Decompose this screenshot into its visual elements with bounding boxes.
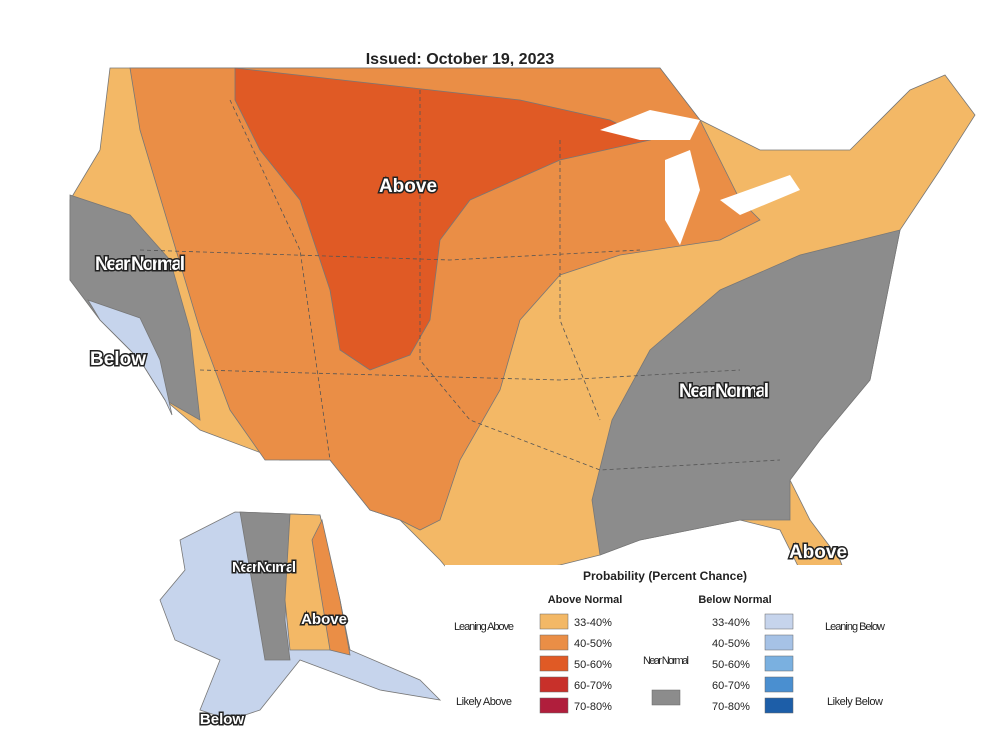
region-west-below — [87, 299, 173, 416]
legend-group: Likely Above — [456, 696, 512, 708]
map-label: Near Normal — [679, 381, 769, 402]
lake-michigan — [665, 150, 700, 245]
legend-range: 50-60% — [574, 659, 612, 671]
legend-range: 40-50% — [712, 638, 750, 650]
legend-range: 33-40% — [712, 617, 750, 629]
legend-group: Likely Below — [827, 696, 883, 708]
legend-swatch — [539, 634, 569, 651]
map-label: Near Normal — [95, 254, 185, 275]
legend-swatch — [539, 697, 569, 714]
state-line — [419, 90, 781, 471]
legend-range: 40-50% — [574, 638, 612, 650]
legend-range: 33-40% — [574, 617, 612, 629]
region-east-near-normal — [591, 229, 901, 556]
legend: Probability (Percent Chance) Above Norma… — [445, 565, 885, 725]
region-west-near-normal — [69, 194, 201, 421]
alaska — [159, 511, 442, 721]
issued-date: Issued: October 19, 2023 — [366, 51, 555, 68]
legend-swatch — [764, 634, 794, 651]
legend-group: Leaning Below — [825, 621, 885, 633]
legend-near-label: Near Normal — [643, 655, 689, 667]
legend-swatch — [764, 697, 794, 714]
alaska-above-40-50 — [311, 518, 351, 656]
legend-swatch — [539, 613, 569, 630]
great-lakes — [600, 110, 700, 140]
state-line — [139, 249, 641, 261]
legend-heading: Above Normal — [548, 594, 623, 606]
map-label: Near Normal — [232, 559, 296, 576]
state-line — [559, 140, 601, 421]
legend-swatch — [539, 676, 569, 693]
legend-range: 50-60% — [712, 659, 750, 671]
lake-erie — [720, 175, 800, 215]
map-label: Above — [379, 176, 437, 197]
legend-swatch — [539, 655, 569, 672]
map-label: Above — [789, 542, 847, 563]
legend-range: 70-80% — [712, 701, 750, 713]
legend-range: 60-70% — [574, 680, 612, 692]
state-line — [199, 369, 741, 381]
map-label: Below — [200, 711, 245, 728]
legend-swatch — [764, 655, 794, 672]
conus — [69, 67, 976, 611]
legend-group: Leaning Above — [454, 621, 514, 633]
legend-range: 70-80% — [574, 701, 612, 713]
legend-range: 60-70% — [712, 680, 750, 692]
legend-swatch — [764, 613, 794, 630]
legend-swatch-near — [651, 689, 681, 706]
legend-title: Probability (Percent Chance) — [583, 569, 747, 583]
legend-heading: Below Normal — [698, 594, 771, 606]
map-label: Above — [301, 611, 347, 628]
map-label: Below — [90, 349, 146, 370]
legend-swatch — [764, 676, 794, 693]
